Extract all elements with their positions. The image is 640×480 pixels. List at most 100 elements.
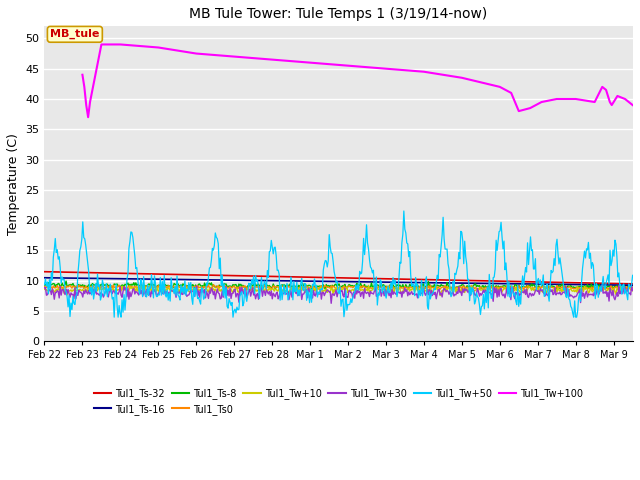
Tul1_Ts-32 xyxy=(307,275,314,280)
Tul1_Ts-8 xyxy=(435,283,442,288)
Tul1_Tw+100 xyxy=(193,51,200,57)
Tul1_Tw+100 xyxy=(606,99,614,105)
Tul1_Tw+50 xyxy=(435,252,443,257)
Legend: Tul1_Ts-32, Tul1_Ts-16, Tul1_Ts-8, Tul1_Ts0, Tul1_Tw+10, Tul1_Tw+30, Tul1_Tw+50,: Tul1_Ts-32, Tul1_Ts-16, Tul1_Ts-8, Tul1_… xyxy=(90,384,587,419)
Tul1_Tw+100 xyxy=(591,99,598,105)
Tul1_Tw+100 xyxy=(538,99,545,105)
Tul1_Ts-8 xyxy=(193,285,200,290)
Tul1_Ts-16 xyxy=(145,276,152,282)
Tul1_Tw+30 xyxy=(372,282,380,288)
Tul1_Tw+10 xyxy=(436,293,444,299)
Tul1_Tw+100 xyxy=(598,84,606,90)
Tul1_Tw+100 xyxy=(154,45,162,50)
Tul1_Tw+100 xyxy=(81,84,88,90)
Tul1_Ts-32 xyxy=(628,281,636,287)
Tul1_Tw+100 xyxy=(628,102,636,108)
Tul1_Tw+10 xyxy=(308,288,316,293)
Text: MB_tule: MB_tule xyxy=(50,29,100,39)
Tul1_Tw+30 xyxy=(389,291,397,297)
Tul1_Tw+30 xyxy=(192,285,200,291)
Tul1_Ts0 xyxy=(209,282,217,288)
Tul1_Ts-8 xyxy=(146,281,154,287)
Line: Tul1_Tw+10: Tul1_Tw+10 xyxy=(45,285,632,296)
Tul1_Tw+100 xyxy=(79,72,86,78)
Tul1_Ts-16 xyxy=(433,280,441,286)
Tul1_Tw+100 xyxy=(608,102,616,108)
Tul1_Tw+30 xyxy=(307,289,314,295)
Tul1_Tw+10 xyxy=(435,286,442,292)
Tul1_Tw+100 xyxy=(344,63,352,69)
Tul1_Tw+100 xyxy=(458,75,466,81)
Tul1_Tw+100 xyxy=(572,96,580,102)
Tul1_Tw+10 xyxy=(485,285,493,290)
Tul1_Tw+50 xyxy=(628,273,636,278)
Tul1_Ts-32 xyxy=(387,276,395,282)
Tul1_Ts-8 xyxy=(62,278,70,284)
Line: Tul1_Ts-32: Tul1_Ts-32 xyxy=(45,272,632,284)
Tul1_Ts-8 xyxy=(388,282,396,288)
Tul1_Tw+100 xyxy=(604,93,612,99)
Tul1_Ts-16 xyxy=(41,275,49,281)
Tul1_Tw+100 xyxy=(116,42,124,48)
Tul1_Ts0 xyxy=(599,287,607,293)
Tul1_Ts-16 xyxy=(387,279,395,285)
Tul1_Tw+30 xyxy=(145,292,152,298)
Tul1_Tw+100 xyxy=(230,54,238,60)
Tul1_Ts-32 xyxy=(433,277,441,283)
Tul1_Tw+50 xyxy=(146,284,154,289)
Tul1_Tw+100 xyxy=(610,99,618,105)
Tul1_Tw+100 xyxy=(515,108,523,114)
Tul1_Tw+10 xyxy=(193,286,200,291)
Tul1_Ts0 xyxy=(435,284,442,289)
Tul1_Tw+10 xyxy=(388,286,396,292)
Tul1_Ts-32 xyxy=(145,271,152,277)
Tul1_Tw+100 xyxy=(526,105,534,111)
Title: MB Tule Tower: Tule Temps 1 (3/19/14-now): MB Tule Tower: Tule Temps 1 (3/19/14-now… xyxy=(189,7,488,21)
Tul1_Tw+50 xyxy=(388,286,396,292)
Tul1_Ts0 xyxy=(484,285,492,291)
Tul1_Tw+50 xyxy=(400,208,408,214)
Tul1_Ts-16 xyxy=(483,280,491,286)
Tul1_Ts0 xyxy=(628,285,636,290)
Tul1_Ts0 xyxy=(192,284,200,289)
Tul1_Tw+10 xyxy=(628,288,636,294)
Tul1_Tw+50 xyxy=(110,314,118,320)
Tul1_Ts-8 xyxy=(308,286,316,292)
Tul1_Ts-32 xyxy=(192,272,200,278)
Tul1_Tw+30 xyxy=(327,300,335,306)
Tul1_Tw+100 xyxy=(508,90,515,96)
Tul1_Ts-16 xyxy=(628,282,636,288)
Tul1_Ts-16 xyxy=(192,277,200,283)
Tul1_Tw+100 xyxy=(97,42,105,48)
Line: Tul1_Tw+50: Tul1_Tw+50 xyxy=(45,211,632,317)
Line: Tul1_Tw+100: Tul1_Tw+100 xyxy=(83,45,632,117)
Tul1_Tw+100 xyxy=(382,66,390,72)
Tul1_Tw+50 xyxy=(41,282,49,288)
Tul1_Tw+100 xyxy=(307,60,314,65)
Tul1_Tw+30 xyxy=(435,287,443,292)
Tul1_Ts-32 xyxy=(41,269,49,275)
Tul1_Tw+30 xyxy=(41,285,49,291)
Tul1_Ts-8 xyxy=(484,283,492,289)
Tul1_Ts-8 xyxy=(628,285,636,290)
Tul1_Ts0 xyxy=(41,283,49,289)
Line: Tul1_Ts-16: Tul1_Ts-16 xyxy=(45,278,632,285)
Tul1_Tw+10 xyxy=(41,287,49,292)
Tul1_Ts0 xyxy=(308,284,316,289)
Tul1_Tw+100 xyxy=(621,96,629,102)
Tul1_Tw+30 xyxy=(485,290,493,296)
Tul1_Tw+50 xyxy=(485,272,493,277)
Tul1_Tw+100 xyxy=(86,99,94,105)
Line: Tul1_Ts0: Tul1_Ts0 xyxy=(45,285,632,290)
Tul1_Tw+100 xyxy=(83,102,90,108)
Tul1_Tw+10 xyxy=(137,282,145,288)
Tul1_Tw+100 xyxy=(496,84,504,90)
Tul1_Tw+100 xyxy=(602,87,610,93)
Line: Tul1_Ts-8: Tul1_Ts-8 xyxy=(45,281,632,290)
Line: Tul1_Tw+30: Tul1_Tw+30 xyxy=(45,285,632,303)
Tul1_Ts0 xyxy=(145,284,152,290)
Tul1_Ts-8 xyxy=(41,282,49,288)
Tul1_Ts-16 xyxy=(307,278,314,284)
Tul1_Tw+10 xyxy=(146,289,154,295)
Tul1_Tw+100 xyxy=(614,93,621,99)
